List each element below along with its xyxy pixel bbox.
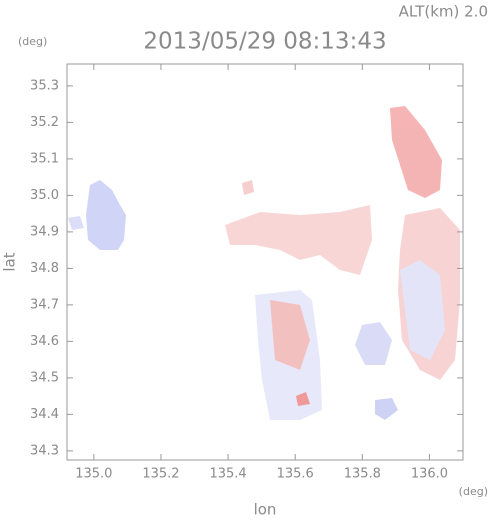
echo-region	[270, 300, 310, 370]
echo-region	[225, 205, 372, 275]
y-tick-label: 34.7	[30, 297, 59, 312]
y-tick-label: 34.4	[30, 407, 59, 422]
y-unit: (deg)	[18, 35, 47, 48]
y-tick-label: 34.9	[30, 224, 59, 239]
x-tick-label: 136.0	[411, 467, 448, 482]
chart-title: 2013/05/29 08:13:43	[143, 29, 386, 55]
y-tick-label: 34.5	[30, 370, 59, 385]
y-tick-label: 35.3	[30, 78, 59, 93]
y-tick-label: 34.6	[30, 334, 59, 349]
y-axis-label: lat	[1, 252, 19, 271]
y-tick-label: 35.2	[30, 115, 59, 130]
x-tick-label: 135.4	[209, 467, 246, 482]
echo-region	[242, 180, 254, 195]
x-unit: (deg)	[459, 485, 488, 498]
y-tick-label: 34.8	[30, 261, 59, 276]
y-tick-label: 35.1	[30, 151, 59, 166]
echo-region	[68, 216, 84, 230]
echo-region	[400, 260, 445, 360]
x-tick-label: 135.2	[142, 467, 179, 482]
x-tick-label: 135.0	[75, 467, 112, 482]
echo-regions	[68, 106, 460, 420]
echo-region	[355, 322, 392, 365]
echo-region	[390, 106, 442, 198]
echo-region	[296, 392, 310, 406]
y-tick-label: 35.0	[30, 188, 59, 203]
plot-frame	[66, 63, 464, 461]
x-tick-label: 135.8	[344, 467, 381, 482]
echo-region	[86, 180, 126, 250]
x-axis-label: lon	[254, 501, 277, 519]
y-tick-label: 34.3	[30, 443, 59, 458]
echo-region	[375, 398, 398, 420]
altitude-label: ALT(km) 2.0	[399, 3, 488, 21]
x-tick-label: 135.6	[277, 467, 314, 482]
